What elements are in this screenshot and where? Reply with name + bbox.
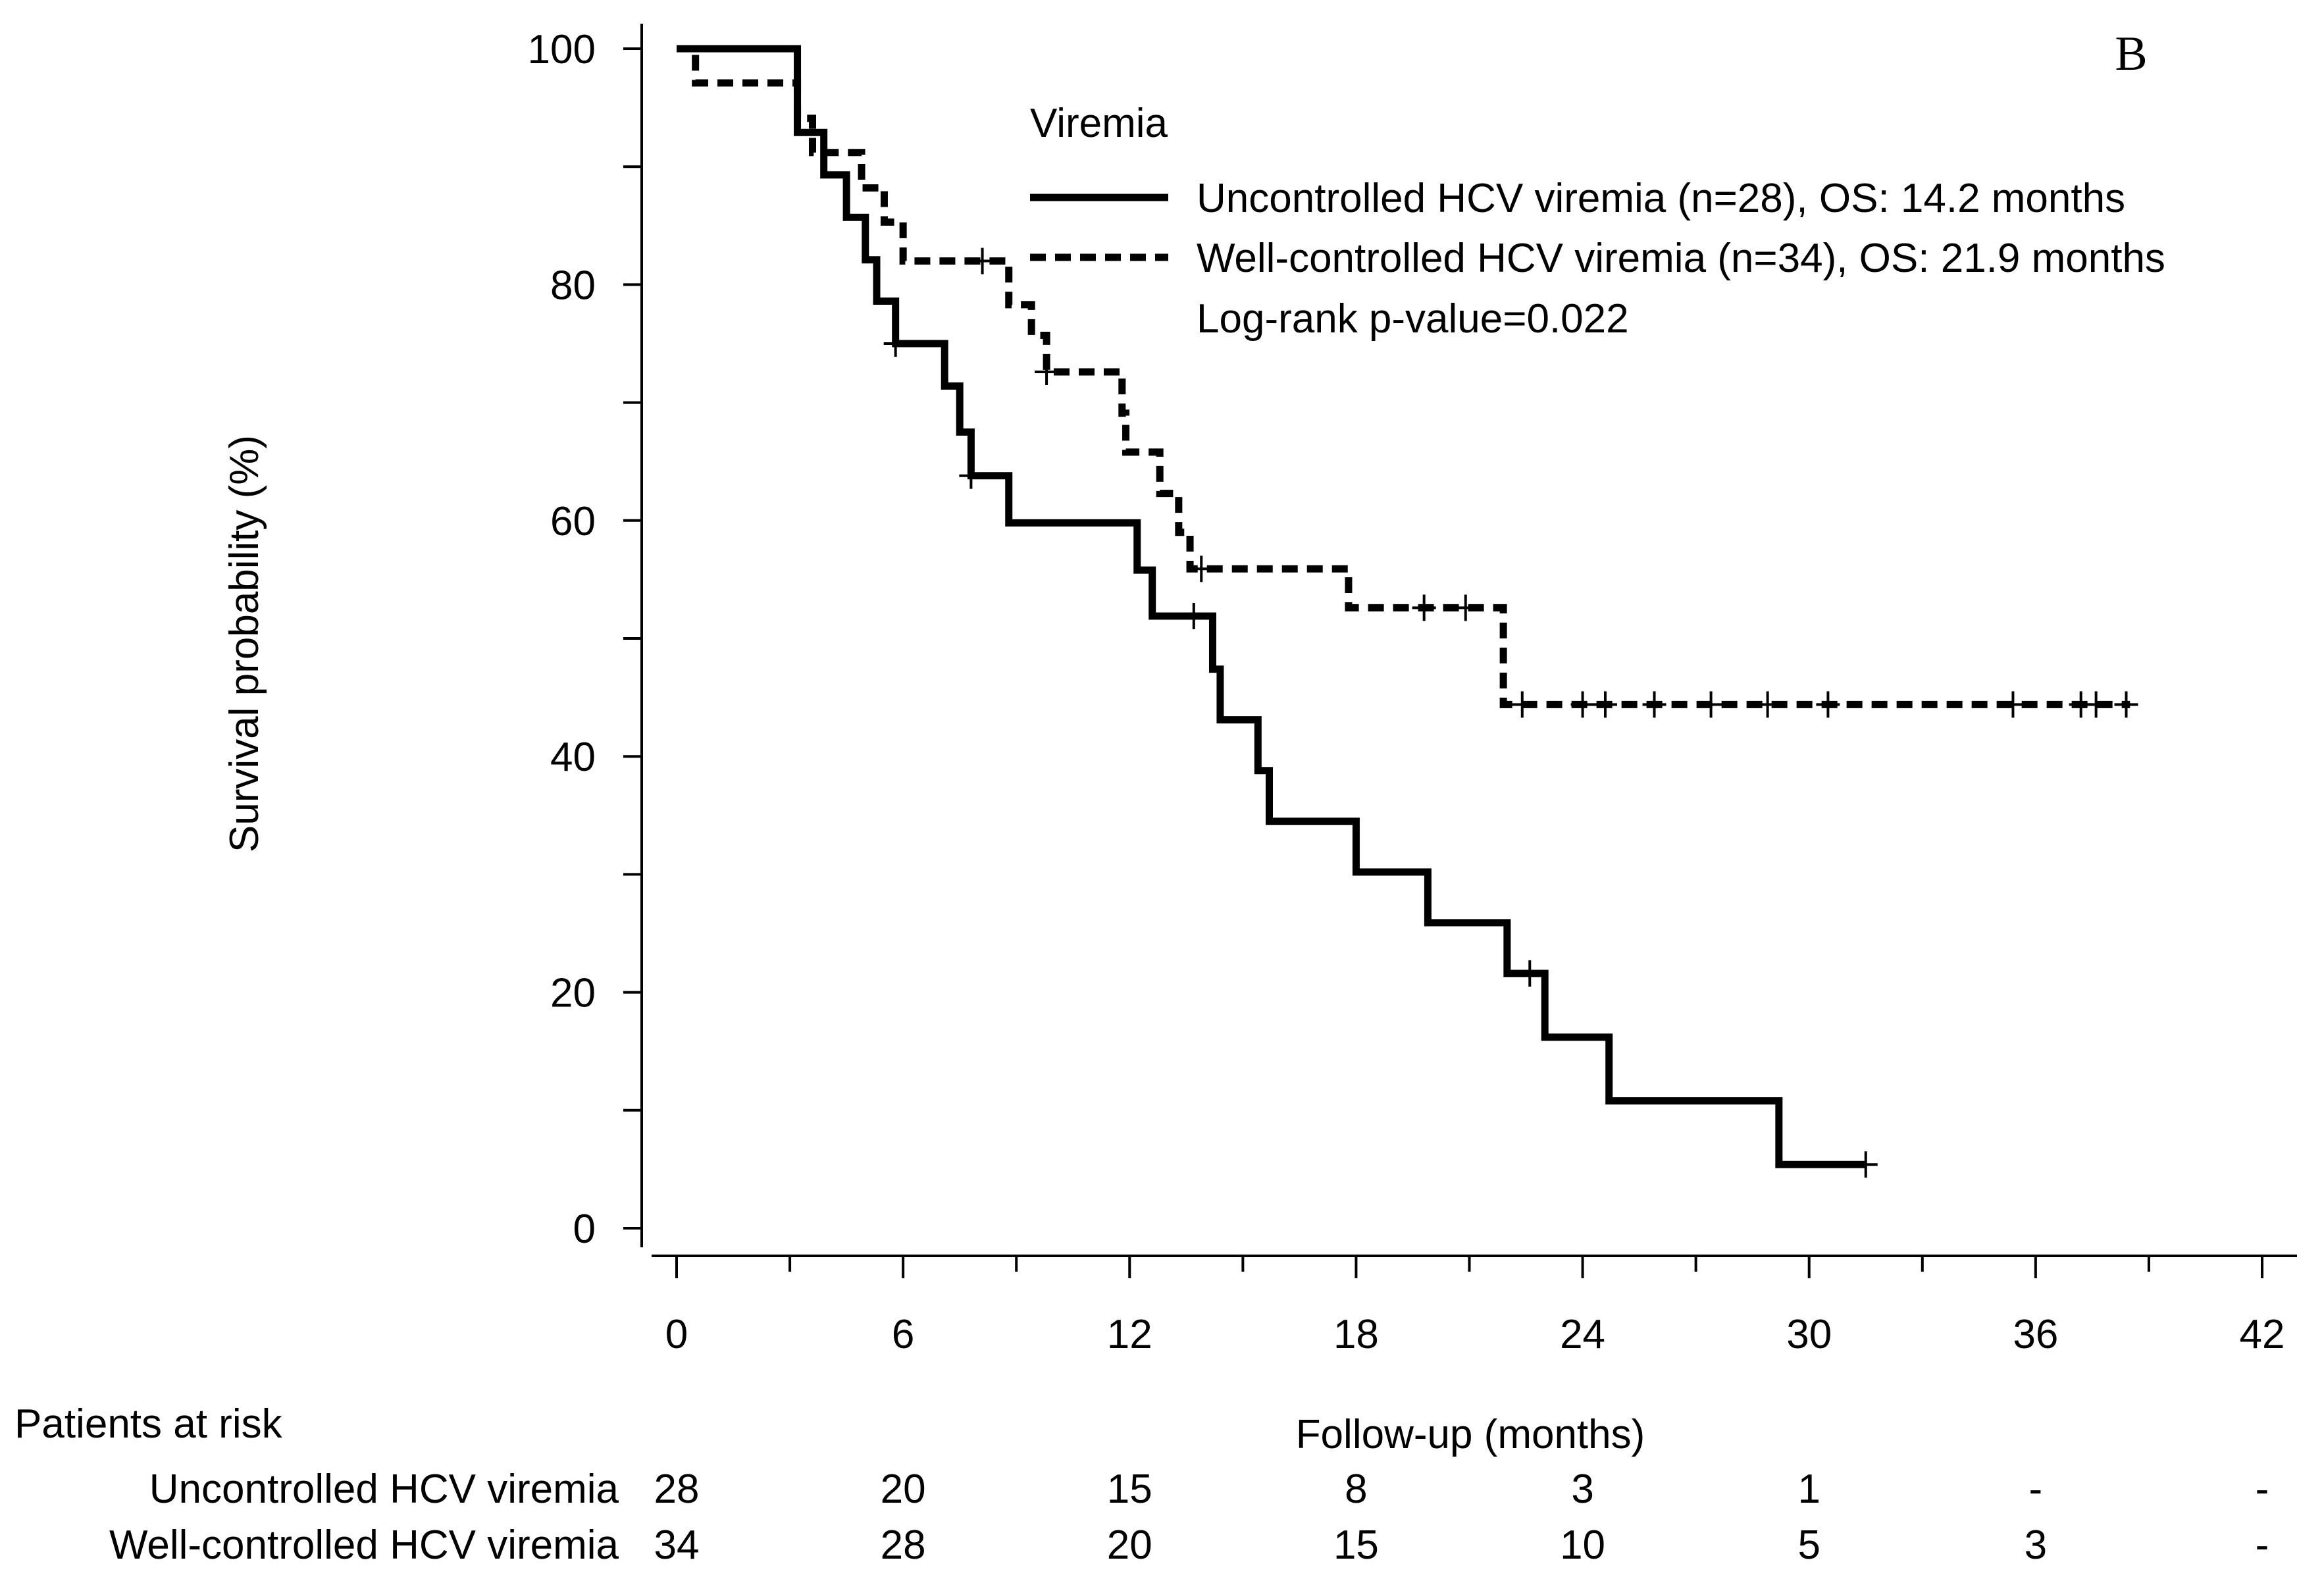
censor-mark xyxy=(1853,1151,1878,1178)
censor-mark xyxy=(2084,691,2108,718)
risk-value: 10 xyxy=(1560,1522,1605,1568)
y-tick-label: 100 xyxy=(528,27,596,72)
y-ticks: 0 20 40 60 80 100 xyxy=(528,27,642,1252)
risk-table-title: Patients at risk xyxy=(14,1401,283,1447)
censor-mark xyxy=(959,462,983,489)
risk-value: 3 xyxy=(1571,1466,1593,1512)
risk-row-label-uncontrolled: Uncontrolled HCV viremia xyxy=(149,1466,619,1512)
survival-curves xyxy=(677,45,2130,1168)
legend-title: Viremia xyxy=(1030,101,1168,146)
y-tick-label: 40 xyxy=(550,735,596,780)
censor-mark xyxy=(1593,691,1617,718)
censor-mark xyxy=(1189,556,1214,583)
risk-value: - xyxy=(2256,1522,2269,1568)
legend-entry-well-controlled: Well-controlled HCV viremia (n=34), OS: … xyxy=(1197,236,2165,281)
risk-value: 3 xyxy=(2025,1522,2047,1568)
panel-label: B xyxy=(2115,27,2147,81)
censor-mark xyxy=(1816,691,1840,718)
y-axis-label: Survival probability (%) xyxy=(222,435,267,852)
risk-value: 1 xyxy=(1797,1466,1820,1512)
x-tick-label: 30 xyxy=(1786,1312,1832,1357)
censor-mark xyxy=(1453,594,1478,621)
censor-mark xyxy=(1699,691,1723,718)
risk-value: 28 xyxy=(654,1466,700,1512)
risk-row-label-well-controlled: Well-controlled HCV viremia xyxy=(109,1522,619,1568)
censor-mark xyxy=(2001,691,2025,718)
risk-table-values: 28 20 15 8 3 1 - - 34 28 20 15 10 5 3 - xyxy=(654,1466,2269,1568)
risk-value: 8 xyxy=(1345,1466,1367,1512)
legend-entry-uncontrolled: Uncontrolled HCV viremia (n=28), OS: 14.… xyxy=(1197,176,2125,221)
risk-value: - xyxy=(2256,1466,2269,1512)
censor-mark xyxy=(1412,594,1436,621)
x-tick-label: 18 xyxy=(1333,1312,1379,1357)
x-tick-label: 0 xyxy=(665,1312,688,1357)
risk-value: 20 xyxy=(881,1466,926,1512)
logrank-note: Log-rank p-value=0.022 xyxy=(1197,296,1629,342)
censor-mark xyxy=(1181,602,1206,629)
x-tick-label: 24 xyxy=(1560,1312,1605,1357)
censor-mark xyxy=(1570,691,1595,718)
y-tick-label: 0 xyxy=(573,1207,596,1252)
risk-value: 20 xyxy=(1107,1522,1152,1568)
x-tick-label: 12 xyxy=(1107,1312,1152,1357)
risk-value: 34 xyxy=(654,1522,700,1568)
curve-well-controlled xyxy=(677,45,2130,708)
y-tick-label: 20 xyxy=(550,971,596,1016)
censor-mark xyxy=(1642,691,1666,718)
x-axis-label: Follow-up (months) xyxy=(1296,1412,1645,1457)
risk-value: 28 xyxy=(881,1522,926,1568)
curve-uncontrolled xyxy=(677,45,1866,1168)
censor-marks xyxy=(883,247,2138,1178)
y-tick-label: 80 xyxy=(550,263,596,308)
censor-mark xyxy=(2114,691,2138,718)
risk-value: 15 xyxy=(1107,1466,1152,1512)
risk-value: 15 xyxy=(1333,1522,1379,1568)
censor-mark xyxy=(1510,691,1534,718)
censor-mark xyxy=(970,247,994,274)
censor-mark xyxy=(883,330,908,357)
censor-mark xyxy=(1518,960,1542,987)
x-ticks: 0 6 12 18 24 30 36 42 xyxy=(665,1256,2285,1357)
censor-mark xyxy=(1755,691,1780,718)
risk-value: 5 xyxy=(1797,1522,1820,1568)
censor-mark xyxy=(1035,359,1059,386)
y-tick-label: 60 xyxy=(550,499,596,544)
x-tick-label: 6 xyxy=(892,1312,914,1357)
risk-value: - xyxy=(2029,1466,2043,1512)
x-tick-label: 36 xyxy=(2013,1312,2058,1357)
x-tick-label: 42 xyxy=(2240,1312,2285,1357)
axes xyxy=(640,24,2297,1257)
